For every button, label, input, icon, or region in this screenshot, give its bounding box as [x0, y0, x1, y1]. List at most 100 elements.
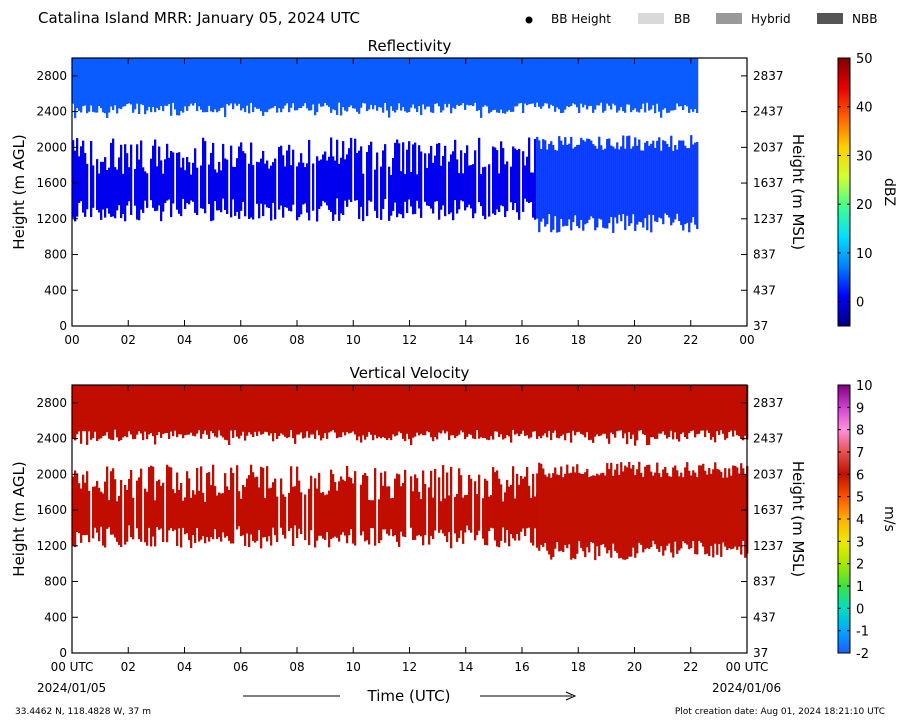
data-column — [608, 138, 611, 224]
data-column — [184, 58, 187, 107]
data-column — [726, 385, 729, 439]
data-column — [376, 385, 379, 439]
data-column — [524, 476, 527, 536]
data-column — [324, 385, 327, 434]
data-column — [500, 141, 503, 206]
data-column — [268, 168, 271, 208]
data-column — [648, 464, 651, 549]
data-column — [266, 58, 269, 113]
data-column — [634, 58, 637, 109]
data-column — [218, 492, 221, 537]
data-column — [94, 58, 97, 113]
legend-label-hybrid: Hybrid — [751, 12, 791, 26]
data-column — [204, 141, 207, 214]
data-column — [544, 58, 547, 104]
layer-upper — [72, 385, 749, 446]
data-column — [612, 146, 615, 233]
data-column — [564, 58, 567, 110]
data-column — [656, 462, 659, 549]
data-column — [468, 58, 471, 106]
data-column — [216, 58, 219, 113]
data-column — [580, 385, 583, 434]
colorbar-tick-label: 5 — [856, 491, 864, 506]
data-column — [296, 466, 299, 539]
data-column — [340, 476, 343, 535]
data-column — [78, 483, 81, 534]
data-column — [556, 474, 559, 542]
data-column — [512, 146, 515, 210]
x-tick-label: 18 — [571, 333, 586, 347]
data-column — [176, 152, 179, 210]
data-column — [608, 58, 611, 106]
data-column — [374, 169, 377, 211]
colorbar-tick-label: 0 — [856, 602, 864, 617]
data-column — [580, 58, 583, 104]
data-column — [228, 58, 231, 106]
data-column — [328, 490, 331, 548]
data-column — [592, 385, 595, 443]
data-column — [546, 385, 549, 438]
data-column — [680, 385, 683, 434]
data-column — [290, 165, 293, 212]
data-column — [166, 385, 169, 433]
data-column — [380, 472, 383, 541]
creation-date: Plot creation date: Aug 01, 2024 18:21:1… — [675, 707, 885, 717]
data-column — [604, 58, 607, 111]
data-column — [522, 385, 525, 431]
data-column — [172, 152, 175, 204]
data-column — [244, 385, 247, 441]
data-column — [716, 468, 719, 555]
data-column — [340, 157, 343, 214]
data-column — [122, 173, 125, 214]
data-column — [138, 58, 141, 114]
data-column — [212, 58, 215, 113]
data-column — [240, 58, 243, 111]
data-column — [210, 385, 213, 432]
data-column — [506, 58, 509, 112]
data-column — [686, 385, 689, 439]
data-column — [168, 157, 171, 200]
data-column — [572, 58, 575, 104]
data-column — [486, 385, 489, 440]
data-column — [164, 385, 167, 434]
data-column — [614, 469, 617, 551]
data-column — [468, 474, 471, 531]
data-column — [202, 385, 205, 434]
data-column — [646, 385, 649, 446]
data-column — [102, 385, 105, 436]
colorbar-tick-label: 30 — [856, 149, 873, 164]
data-column — [428, 385, 431, 433]
data-column — [122, 385, 125, 438]
colorbar-label: dBZ — [881, 178, 897, 206]
data-column — [402, 482, 405, 537]
data-column — [72, 476, 75, 546]
data-column — [194, 58, 197, 103]
data-column — [438, 143, 441, 220]
data-column — [346, 154, 349, 207]
data-column — [262, 58, 265, 116]
data-column — [426, 168, 429, 206]
data-column — [606, 385, 609, 439]
data-column — [512, 385, 515, 430]
data-column — [100, 161, 103, 220]
data-column — [450, 385, 453, 436]
data-column — [156, 58, 159, 109]
data-column — [250, 58, 253, 103]
data-column — [450, 466, 453, 549]
data-column — [506, 479, 509, 530]
data-column — [78, 58, 81, 111]
x-tick-label: 02 — [121, 333, 136, 347]
data-column — [630, 58, 633, 113]
data-column — [460, 58, 463, 106]
data-column — [118, 495, 121, 545]
data-column — [538, 58, 541, 107]
data-column — [666, 143, 669, 215]
data-column — [522, 478, 525, 529]
data-column — [666, 472, 669, 546]
y-tick-label: 1200 — [36, 539, 67, 553]
data-column — [688, 470, 691, 550]
colorbar-tick-label: 9 — [856, 401, 864, 416]
data-column — [734, 385, 737, 431]
data-column — [534, 139, 537, 220]
data-column — [542, 139, 545, 219]
